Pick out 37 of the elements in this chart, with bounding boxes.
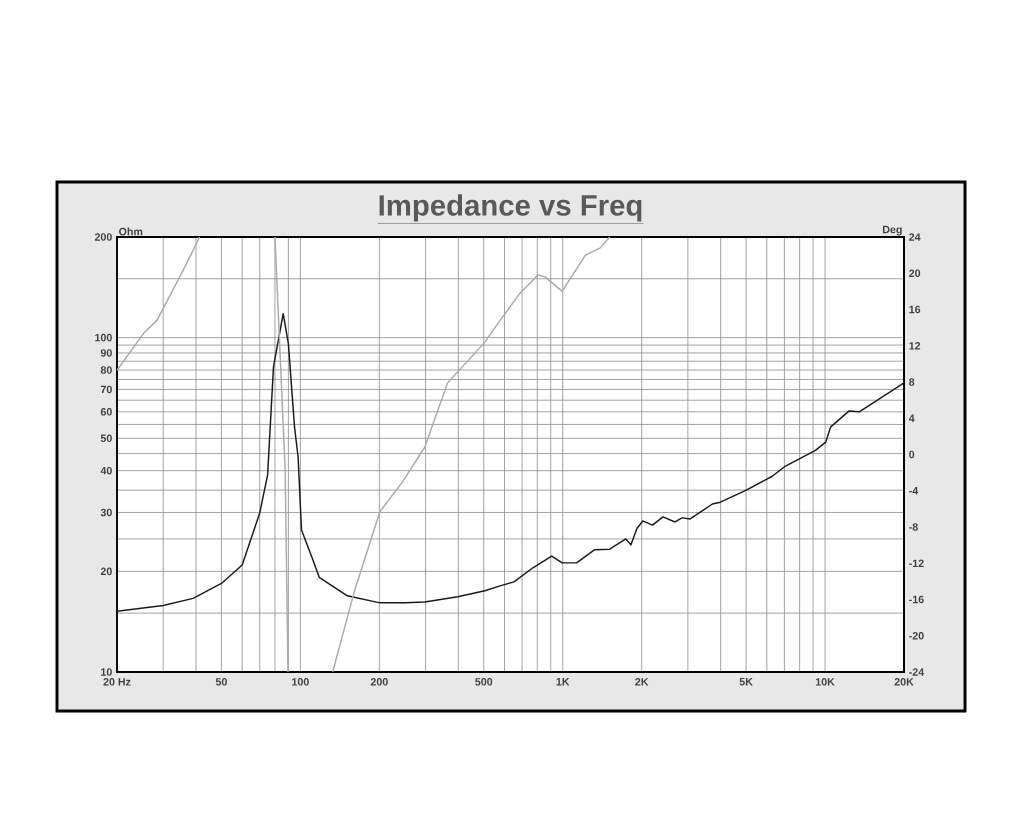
y-axis-title: Ohm — [119, 227, 143, 236]
x-tick-label: 2K — [635, 678, 649, 686]
y2-tick-label: 24 — [909, 233, 921, 241]
x-tick-label: 5K — [739, 678, 753, 686]
y-tick-label: 60 — [100, 408, 112, 416]
y-tick-label: 20 — [100, 567, 112, 576]
y-tick-label: 70 — [100, 385, 112, 394]
y2-tick-label: 12 — [909, 342, 921, 350]
y2-tick-label: -8 — [909, 523, 918, 531]
y2-tick-label: 16 — [909, 305, 921, 314]
y2-axis-title: Deg — [882, 225, 902, 236]
x-tick-label: 1K — [556, 678, 570, 686]
x-tick-label: 50 — [215, 678, 227, 686]
y-tick-label: 100 — [95, 333, 112, 342]
y2-tick-label: -12 — [909, 559, 924, 567]
y-tick-label: 10 — [101, 668, 112, 676]
y2-tick-label: -24 — [909, 668, 925, 676]
x-tick-label: 500 — [475, 678, 493, 686]
x-tick-label: 200 — [370, 678, 388, 686]
y2-tick-label: -16 — [909, 595, 924, 604]
y2-tick-label: 4 — [908, 414, 915, 422]
y-tick-label: 30 — [100, 508, 112, 517]
x-tick-label: 20 Hz — [103, 678, 131, 686]
y-tick-label: 200 — [94, 233, 112, 241]
y2-tick-label: 8 — [909, 378, 915, 386]
y-tick-label: 40 — [100, 466, 112, 475]
y-tick-label: 80 — [100, 366, 112, 374]
x-tick-label: 20K — [894, 678, 914, 686]
y2-tick-label: 20 — [909, 269, 921, 278]
y2-tick-label: -20 — [909, 631, 924, 640]
y2-tick-label: -4 — [909, 487, 919, 495]
x-tick-label: 100 — [292, 678, 309, 686]
y-tick-label: 90 — [100, 349, 112, 357]
chart-title: Impedance vs Freq — [379, 194, 642, 222]
y-tick-label: 50 — [100, 434, 112, 443]
x-tick-label: 10K — [815, 678, 835, 686]
y2-tick-label: 0 — [909, 450, 915, 459]
